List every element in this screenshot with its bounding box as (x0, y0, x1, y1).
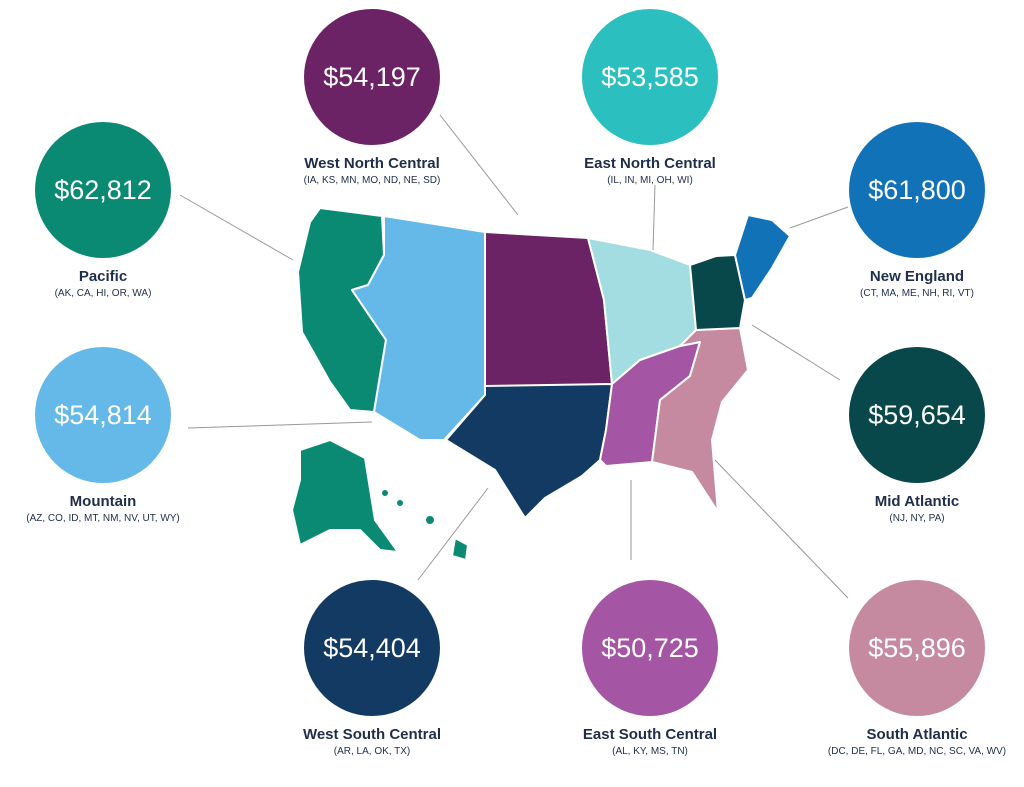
map-hawaii-2 (395, 498, 405, 508)
region-states: (IA, KS, MN, MO, ND, NE, SD) (303, 175, 441, 186)
region-east-south-central: $50,725 East South Central (AL, KY, MS, TN… (520, 580, 780, 757)
region-name: West South Central (302, 726, 442, 743)
connector-west-north-central (439, 114, 519, 216)
region-name: New England (869, 268, 965, 285)
region-states: (DC, DE, FL, GA, MD, NC, SC, VA, WV) (827, 746, 1007, 757)
region-states: (IL, IN, MI, OH, WI) (607, 175, 693, 186)
region-new-england: $61,800 New England (CT, MA, ME, NH, RI, V… (787, 122, 1024, 299)
connector-west-south-central (417, 487, 489, 581)
region-name: East North Central (584, 155, 716, 172)
connector-lines (179, 114, 849, 599)
region-states: (AK, CA, HI, OR, WA) (54, 288, 152, 299)
region-name: South Atlantic (866, 726, 968, 743)
region-name: Mountain (69, 493, 137, 510)
connector-mountain (187, 421, 373, 429)
value-circle: $59,654 (849, 347, 985, 483)
region-west-south-central: $54,404 West South Central (AR, LA, OK, TX… (242, 580, 502, 757)
region-name: West North Central (304, 155, 440, 172)
region-states: (CT, MA, ME, NH, RI, VT) (860, 288, 974, 299)
region-pacific: $62,812 Pacific (AK, CA, HI, OR, WA) (0, 122, 233, 299)
connector-pacific (179, 194, 294, 261)
region-mid-atlantic: $59,654 Mid Atlantic (NJ, NY, PA) (787, 347, 1024, 524)
region-south-atlantic: $55,896 South Atlantic (DC, DE, FL, GA, MD… (787, 580, 1024, 757)
region-name: Mid Atlantic (874, 493, 960, 510)
map-hawaii-1 (380, 488, 390, 498)
region-states: (NJ, NY, PA) (889, 513, 945, 524)
value-circle: $54,404 (304, 580, 440, 716)
region-name: Pacific (78, 268, 128, 285)
value-circle: $61,800 (849, 122, 985, 258)
connector-south-atlantic (714, 459, 849, 599)
region-states: (AR, LA, OK, TX) (333, 746, 411, 757)
value-circle: $55,896 (849, 580, 985, 716)
map-hawaii-3 (424, 514, 436, 526)
value-circle: $54,814 (35, 347, 171, 483)
connector-mid-atlantic (751, 324, 841, 381)
region-west-north-central: $54,197 West North Central (IA, KS, MN, MO… (242, 9, 502, 186)
connector-new-england (789, 206, 849, 229)
value-circle: $53,585 (582, 9, 718, 145)
connector-east-north-central (652, 184, 656, 251)
value-circle: $62,812 (35, 122, 171, 258)
region-east-north-central: $53,585 East North Central (IL, IN, MI, OH… (520, 9, 780, 186)
map-alaska (291, 439, 399, 553)
region-mountain: $54,814 Mountain (AZ, CO, ID, MT, NM, NV, … (0, 347, 233, 524)
region-states: (AL, KY, MS, TN) (612, 746, 688, 757)
map-hawaii-big-island (451, 537, 469, 561)
region-states: (AZ, CO, ID, MT, NM, NV, UT, WY) (26, 513, 180, 524)
value-circle: $50,725 (582, 580, 718, 716)
value-circle: $54,197 (304, 9, 440, 145)
region-name: East South Central (582, 726, 718, 743)
map-new-england (734, 214, 791, 301)
